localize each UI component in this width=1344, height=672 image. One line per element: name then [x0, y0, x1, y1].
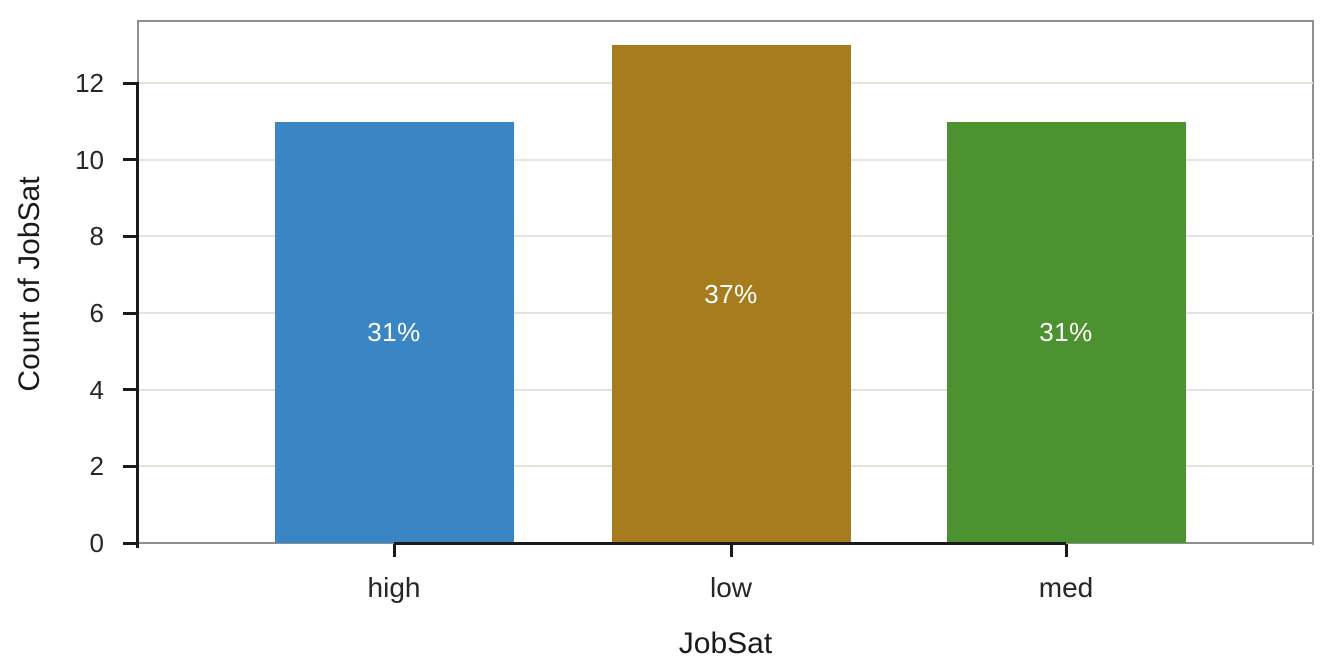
bar-percentage-label-high: 31% [367, 317, 421, 348]
plot-border-right [1312, 20, 1314, 545]
bar-percentage-label-med: 31% [1039, 317, 1093, 348]
x-tick-label-high: high [367, 572, 421, 603]
y-tick-mark-0 [123, 541, 136, 545]
plot-border-left [137, 20, 139, 84]
y-axis-title: Count of JobSat [13, 175, 46, 392]
y-tick-mark-12 [123, 81, 136, 85]
bar-low: 37% [611, 44, 851, 543]
y-tick-mark-2 [123, 464, 136, 468]
y-tick-label-8: 8 [89, 221, 104, 252]
x-tick-label-low: low [709, 572, 752, 603]
y-tick-label-4: 4 [89, 374, 104, 405]
x-tick-label-med: med [1038, 572, 1094, 603]
plot-border-top [137, 20, 1314, 22]
bar-percentage-label-low: 37% [704, 278, 758, 309]
x-tick-mark-med [1064, 544, 1068, 557]
y-tick-label-0: 0 [89, 528, 104, 558]
y-axis-spine [136, 82, 139, 548]
bar-med: 31% [946, 121, 1186, 543]
y-tick-mark-6 [123, 311, 136, 315]
y-tick-mark-10 [123, 158, 136, 162]
y-tick-label-6: 6 [89, 298, 104, 329]
x-axis-spine [394, 542, 1066, 545]
y-tick-label-12: 12 [75, 68, 104, 99]
x-axis-title: JobSat [678, 627, 773, 660]
bar-high: 31% [274, 121, 514, 543]
x-tick-mark-low [729, 544, 733, 557]
x-tick-mark-high [392, 544, 396, 557]
y-tick-mark-8 [123, 234, 136, 238]
y-tick-label-2: 2 [89, 451, 104, 482]
y-tick-label-10: 10 [75, 144, 104, 175]
y-tick-mark-4 [123, 388, 136, 392]
